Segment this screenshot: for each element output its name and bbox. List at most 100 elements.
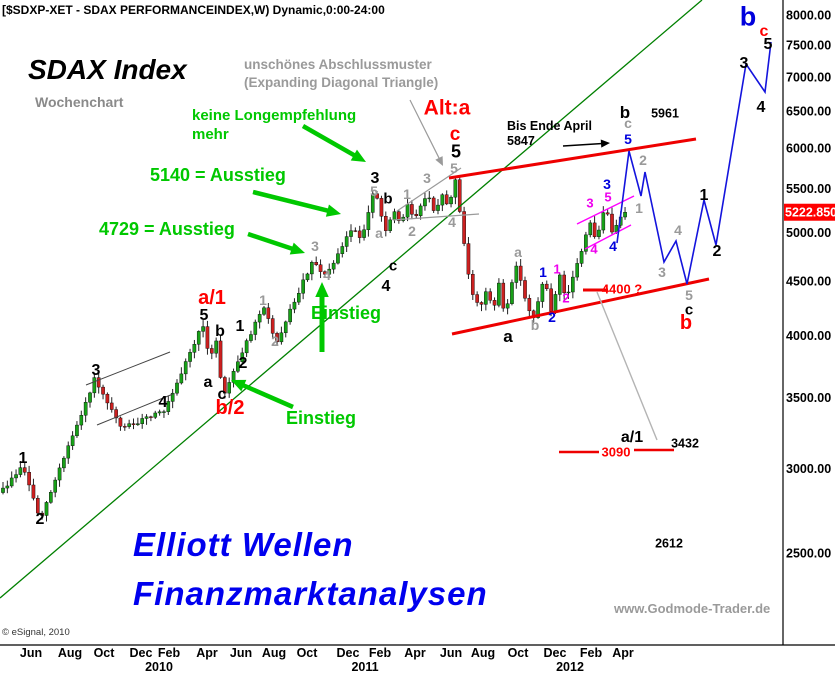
- candle: [370, 190, 375, 219]
- candle: [166, 395, 171, 415]
- month-axis-label: Feb: [580, 646, 603, 660]
- candle: [179, 367, 184, 385]
- candle: [5, 480, 10, 494]
- candle: [471, 270, 475, 300]
- candle-body: [44, 502, 49, 516]
- exit-5140-annotation: 5140 = Ausstieg: [150, 165, 286, 185]
- chart-title: SDAX Index: [28, 54, 187, 85]
- price-axis-label: 3000.00: [786, 462, 831, 476]
- candle-body: [475, 294, 479, 303]
- candle: [140, 413, 145, 429]
- candle-body: [479, 302, 484, 305]
- wave-label: b: [740, 2, 757, 32]
- candle: [53, 477, 57, 498]
- candle: [462, 206, 466, 247]
- wave-label: b: [215, 323, 225, 340]
- green-arrow-4729-head: [289, 242, 305, 255]
- candle-body: [362, 229, 366, 238]
- candle-body: [244, 340, 249, 354]
- wave-label: 2: [639, 152, 647, 168]
- candle: [401, 214, 406, 223]
- candle: [18, 461, 23, 478]
- candle: [414, 209, 419, 219]
- candle-body: [175, 382, 179, 394]
- candle-body: [588, 222, 593, 236]
- candle-body: [36, 498, 40, 514]
- wave-label: 3090: [602, 445, 631, 460]
- green-arrow-4729: [247, 231, 305, 255]
- candle: [283, 320, 288, 338]
- wave-label: 4: [448, 214, 456, 230]
- wave-label: c: [685, 301, 693, 318]
- candle-body: [301, 279, 305, 294]
- wave-label: a: [503, 327, 513, 346]
- wave-label: 4: [323, 267, 331, 283]
- wave-label: a: [514, 244, 522, 260]
- month-axis-label: Dec: [544, 646, 567, 660]
- candle: [249, 330, 253, 343]
- candle-body: [31, 484, 36, 499]
- candle-body: [310, 262, 314, 275]
- candle: [96, 372, 101, 394]
- no-long-annotation: keine Longempfehlung mehr: [192, 106, 356, 144]
- wave-label: b: [680, 312, 692, 334]
- black-arrow-target-head: [600, 139, 610, 148]
- candle: [266, 303, 271, 324]
- candle-body: [544, 283, 549, 290]
- candle-body: [462, 211, 466, 244]
- candle: [427, 191, 432, 203]
- candle: [70, 431, 75, 450]
- candle: [88, 391, 92, 408]
- candle-body: [170, 392, 175, 402]
- wave-label: b: [531, 317, 540, 333]
- candle-body: [584, 234, 588, 252]
- candle-body: [140, 418, 145, 424]
- wave-label: c: [624, 115, 632, 131]
- candle: [418, 203, 423, 220]
- candle: [362, 224, 366, 241]
- candle-body: [410, 204, 414, 215]
- candle-body: [223, 377, 227, 394]
- month-axis-label: Apr: [196, 646, 218, 660]
- wave-label: 5: [624, 131, 632, 147]
- candle-body: [283, 321, 288, 334]
- candle-body: [514, 265, 519, 283]
- candle-body: [427, 197, 432, 200]
- candle-body: [266, 307, 271, 319]
- wave-label: 2: [36, 511, 45, 528]
- candle-body: [88, 392, 92, 403]
- candle-body: [431, 197, 436, 211]
- candle-body: [205, 326, 210, 349]
- wave-label: 5: [370, 183, 378, 199]
- wave-label: 3: [586, 196, 593, 211]
- wave-label: b: [383, 190, 392, 207]
- candle: [136, 417, 140, 426]
- candle: [9, 471, 14, 488]
- watermark-line2: Finanzmarktanalysen: [133, 575, 488, 612]
- candle-body: [262, 307, 266, 315]
- wave-label: c: [760, 23, 769, 40]
- candle: [514, 261, 519, 289]
- month-axis-label: Feb: [158, 646, 181, 660]
- wave-label: a: [204, 374, 213, 391]
- candle-body: [227, 382, 232, 394]
- month-axis-label: Apr: [612, 646, 634, 660]
- candle-body: [279, 332, 284, 343]
- wave-label: 3: [658, 264, 666, 280]
- candle: [175, 379, 179, 396]
- green-arrow-5140: [252, 189, 341, 217]
- wave-label: 1: [259, 292, 267, 308]
- candle-body: [492, 300, 497, 306]
- wave-label: a/1: [198, 287, 226, 309]
- candle-body: [414, 214, 419, 216]
- candle-body: [66, 445, 71, 459]
- candle-body: [214, 340, 218, 354]
- candle-body: [57, 467, 62, 481]
- candle-body: [157, 411, 162, 414]
- wave-label: 3: [92, 362, 101, 379]
- candle-body: [336, 253, 340, 264]
- candle: [405, 199, 410, 222]
- wave-label: b: [620, 103, 630, 122]
